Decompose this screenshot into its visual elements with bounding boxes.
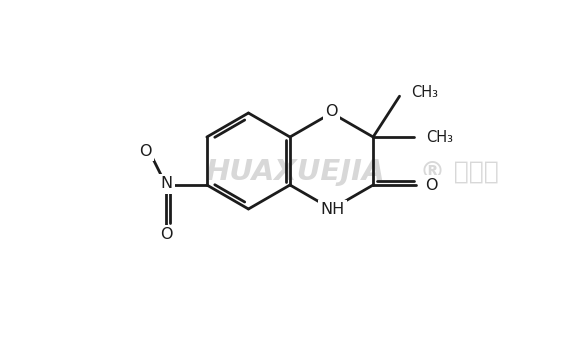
Text: HUAXUEJIA: HUAXUEJIA — [205, 158, 385, 186]
Text: O: O — [139, 144, 152, 159]
Text: NH: NH — [320, 202, 345, 218]
Text: CH₃: CH₃ — [426, 130, 453, 144]
Text: N: N — [160, 176, 172, 191]
Text: CH₃: CH₃ — [412, 85, 439, 100]
Text: O: O — [425, 178, 438, 192]
Text: ® 化学加: ® 化学加 — [420, 160, 499, 184]
Text: O: O — [325, 104, 338, 120]
Text: O: O — [160, 227, 172, 242]
